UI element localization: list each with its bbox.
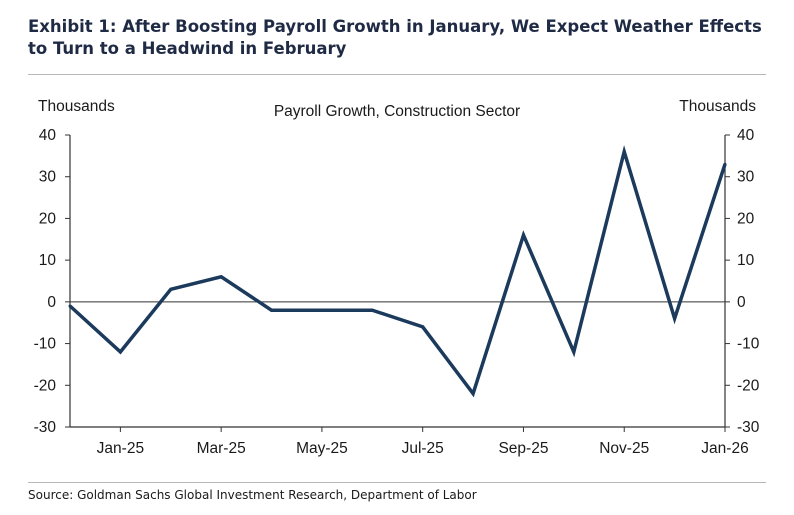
- exhibit-title: Exhibit 1: After Boosting Payroll Growth…: [28, 17, 762, 58]
- data-point: [370, 308, 374, 312]
- right-axis-unit-label: Thousands: [679, 98, 756, 115]
- x-tick-label: May-25: [296, 440, 348, 457]
- payroll-growth-line: [68, 145, 727, 398]
- data-point: [521, 233, 525, 237]
- left-tick-label: 10: [39, 252, 57, 269]
- x-axis-ticks: Jan-25 Mar-25 May-25 Jul-25 Sep-25 Nov-25 Jan-…: [97, 427, 749, 457]
- right-tick-label: -30: [737, 419, 760, 436]
- right-tick-label: 0: [737, 294, 746, 311]
- left-axis-unit-label: Thousands: [38, 98, 115, 115]
- data-point: [118, 350, 122, 354]
- x-tick-label: Mar-25: [197, 440, 246, 457]
- left-tick-label: 40: [39, 127, 57, 144]
- right-axis-ticks: 40 30 20 10 0 -10 -20 -30: [725, 127, 760, 436]
- series-group: [68, 145, 727, 398]
- data-point: [219, 275, 223, 279]
- right-tick-label: 10: [737, 252, 755, 269]
- payroll-line-chart: Payroll Growth, Construction Sector Thou…: [34, 98, 760, 457]
- left-tick-label: 20: [39, 210, 57, 227]
- axes: [69, 135, 726, 428]
- data-point: [622, 150, 626, 154]
- data-point: [673, 317, 677, 321]
- right-tick-label: 40: [737, 127, 755, 144]
- data-point: [572, 350, 576, 354]
- left-tick-label: -10: [34, 336, 57, 353]
- data-point: [471, 392, 475, 396]
- left-tick-label: 30: [39, 169, 57, 186]
- data-point: [169, 287, 173, 291]
- x-tick-label: Jan-26: [701, 440, 748, 457]
- top-divider: [28, 74, 766, 75]
- x-tick-label: Jan-25: [97, 440, 144, 457]
- chart-title: Payroll Growth, Construction Sector: [274, 103, 520, 120]
- bottom-divider: [28, 482, 766, 483]
- data-point: [723, 162, 727, 166]
- source-note: Source: Goldman Sachs Global Investment …: [28, 488, 477, 502]
- data-point: [421, 325, 425, 329]
- x-tick-label: Nov-25: [599, 440, 649, 457]
- data-point: [68, 304, 72, 308]
- x-tick-label: Jul-25: [402, 440, 444, 457]
- data-point: [320, 308, 324, 312]
- left-tick-label: 0: [47, 294, 56, 311]
- left-tick-label: -30: [34, 419, 57, 436]
- right-tick-label: 30: [737, 169, 755, 186]
- left-tick-label: -20: [34, 377, 57, 394]
- right-tick-label: -20: [737, 377, 760, 394]
- right-tick-label: 20: [737, 210, 755, 227]
- data-point: [270, 308, 274, 312]
- x-tick-label: Sep-25: [498, 440, 548, 457]
- left-axis-ticks: 40 30 20 10 0 -10 -20 -30: [34, 127, 70, 436]
- right-tick-label: -10: [737, 336, 760, 353]
